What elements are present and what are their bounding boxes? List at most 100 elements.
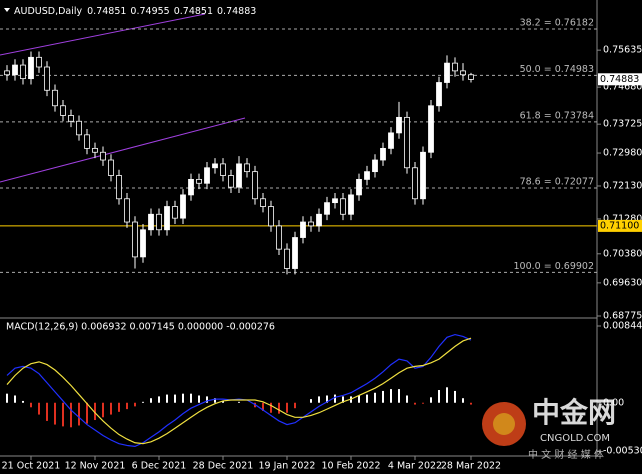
header: AUDUSD,Daily 0.74851 0.74955 0.74851 0.74883 (14, 6, 256, 17)
y-tick-label: 0.70380 (603, 248, 642, 259)
candle-body (228, 175, 234, 188)
header-close: 0.74883 (217, 6, 256, 17)
candle-body (244, 163, 250, 173)
indicator-line (6, 333, 472, 447)
x-tick-label: 28 Dec 2021 (193, 461, 254, 472)
candle-body (316, 213, 322, 227)
candle-body (332, 198, 338, 204)
x-tick-label: 6 Dec 2021 (132, 461, 187, 472)
candle-body (452, 62, 458, 72)
x-tick-label: 12 Nov 2021 (65, 461, 126, 472)
candle-body (436, 82, 442, 107)
candle-body (340, 198, 346, 215)
candle-body (428, 105, 434, 153)
price-box-label: 0.74883 (600, 74, 639, 85)
level-box-label: 0.71100 (600, 220, 639, 231)
price-box (598, 73, 642, 86)
header-open: 0.74851 (87, 6, 126, 17)
channel-line (0, 117, 246, 183)
candle-body (44, 66, 50, 91)
candle-body (420, 151, 426, 200)
candle-body (460, 70, 466, 76)
indicator-line (6, 337, 472, 445)
candle-body (4, 70, 10, 76)
candle-body (308, 221, 314, 227)
candle-body (356, 178, 362, 196)
candle-body (36, 56, 42, 68)
fib-label: 50.0 = 0.74983 (520, 64, 594, 75)
candle-body (60, 105, 66, 116)
brand: 中金网 (532, 396, 616, 429)
candle-body (276, 225, 282, 250)
x-tick-label: 4 Mar 2022 (388, 461, 442, 472)
candle-body (12, 64, 18, 76)
candle-body (116, 175, 122, 200)
candle-body (396, 116, 402, 134)
y-tick-label: 0.00 (603, 397, 624, 408)
candle-body (84, 134, 90, 149)
header-low: 0.74851 (174, 6, 213, 17)
x-tick-label: 10 Feb 2022 (321, 461, 380, 472)
y-tick-label: 0.71280 (603, 213, 642, 224)
symbol: AUDUSD,Daily (14, 6, 83, 17)
y-tick-label: 0.74680 (603, 82, 642, 93)
candle-body (172, 206, 178, 219)
candle-body (164, 206, 170, 231)
tagline: 中 文 财 经 媒 体 (528, 448, 604, 461)
candle-body (372, 159, 378, 173)
candle-body (92, 147, 98, 153)
menu-arrow (4, 8, 10, 12)
candle-body (348, 194, 354, 215)
candle-body (252, 171, 258, 200)
candle-body (212, 163, 218, 169)
fib-label: 38.2 = 0.76182 (520, 17, 594, 28)
candle-body (100, 151, 106, 161)
candle-body (204, 167, 210, 184)
level-box (598, 219, 642, 232)
y-tick-label: 0.72980 (603, 148, 642, 159)
candle-body (468, 74, 474, 80)
candle-body (380, 147, 386, 161)
candle-body (196, 178, 202, 184)
candle-body (220, 163, 226, 176)
candle-body (412, 167, 418, 200)
header-high: 0.74955 (130, 6, 169, 17)
candle-body (68, 115, 74, 122)
candle-body (52, 89, 58, 107)
candle-body (324, 202, 330, 215)
candle-body (268, 206, 274, 227)
y-tick-label: 0.008445 (603, 321, 642, 332)
fib-label: 61.8 = 0.73784 (520, 110, 594, 121)
site: CNGOLD.COM (540, 433, 610, 444)
candle-body (364, 171, 370, 180)
y-tick-label: 0.72130 (603, 180, 642, 191)
y-tick-label: 0.68775 (603, 311, 642, 322)
candle-body (188, 178, 194, 196)
candle-body (124, 198, 130, 223)
candle-body (76, 120, 82, 136)
candle-body (132, 221, 138, 258)
logo-core (493, 413, 515, 435)
channel-line (0, 13, 206, 56)
candle-body (388, 132, 394, 149)
candle-body (260, 198, 266, 207)
candle-body (284, 248, 290, 269)
candle-body (148, 213, 154, 231)
y-tick-label: 0.75635 (603, 45, 642, 56)
candle-body (236, 163, 242, 188)
x-tick-label: 21 Oct 2021 (2, 461, 61, 472)
y-tick-label: 0.69630 (603, 277, 642, 288)
fib-label: 100.0 = 0.69902 (514, 261, 594, 272)
x-tick-label: 19 Jan 2022 (259, 461, 316, 472)
candle-body (20, 64, 26, 80)
y-tick-label: 0.73725 (603, 119, 642, 130)
candle-body (108, 159, 114, 176)
candle-body (292, 237, 298, 269)
candle-body (28, 56, 34, 80)
candle-body (300, 221, 306, 238)
fib-label: 78.6 = 0.72077 (520, 177, 594, 188)
candle-body (404, 116, 410, 169)
y-tick-label: -0.005309 (603, 446, 642, 457)
candle-body (180, 194, 186, 219)
